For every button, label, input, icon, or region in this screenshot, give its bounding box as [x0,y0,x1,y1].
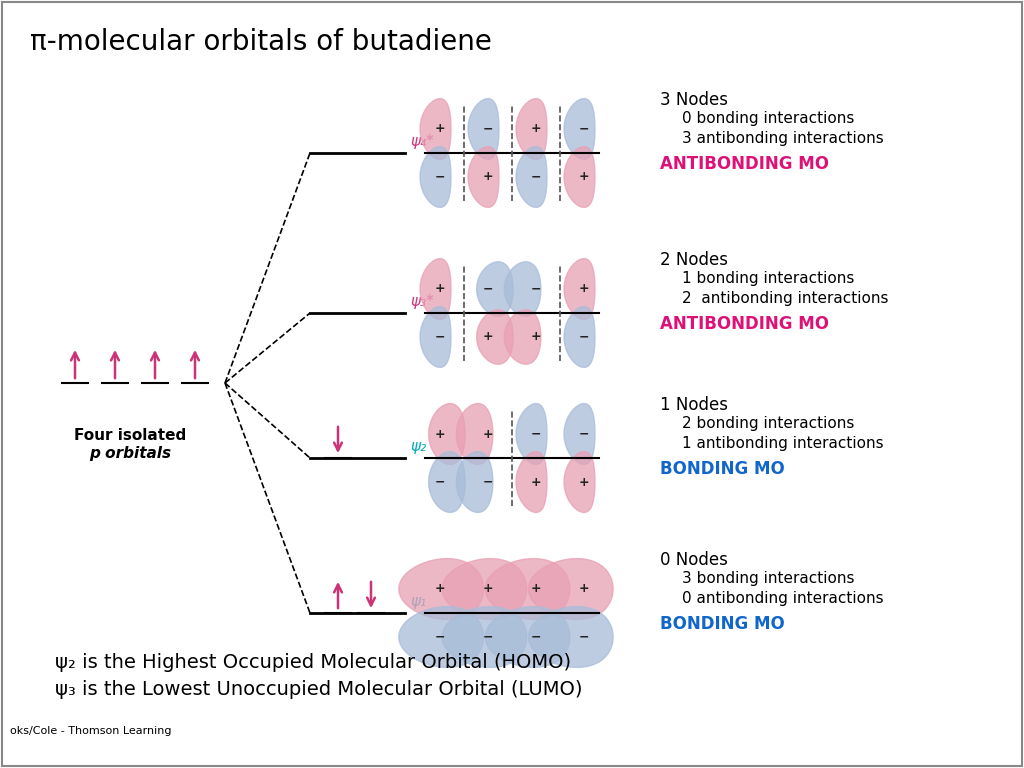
Text: +: + [434,123,445,135]
Text: +: + [482,428,494,441]
Text: 1 bonding interactions: 1 bonding interactions [682,271,854,286]
Text: −: − [435,475,445,488]
Text: −: − [435,330,445,343]
Polygon shape [477,262,513,316]
Text: 3 Nodes: 3 Nodes [660,91,728,109]
Polygon shape [564,98,595,160]
Polygon shape [442,558,526,620]
Text: −: − [579,428,589,441]
Text: +: + [530,330,542,343]
Polygon shape [477,310,513,364]
Text: −: − [579,123,589,135]
Text: +: + [530,475,542,488]
Polygon shape [505,262,541,316]
Text: −: − [435,170,445,184]
Text: ANTIBONDING MO: ANTIBONDING MO [660,315,829,333]
Text: Four isolated: Four isolated [74,428,186,443]
Text: +: + [482,582,494,595]
Text: ANTIBONDING MO: ANTIBONDING MO [660,155,829,173]
Polygon shape [442,607,526,667]
Polygon shape [429,452,465,512]
Text: +: + [530,582,542,595]
Polygon shape [468,98,499,160]
Text: 1 antibonding interactions: 1 antibonding interactions [682,436,884,451]
Text: −: − [482,631,494,644]
Polygon shape [516,452,547,512]
Text: +: + [579,475,590,488]
Polygon shape [420,147,451,207]
Text: +: + [434,283,445,296]
Text: 2 Nodes: 2 Nodes [660,251,728,269]
Text: 3 antibonding interactions: 3 antibonding interactions [682,131,884,146]
Text: ψ₄*: ψ₄* [410,134,434,149]
Polygon shape [398,607,483,667]
Text: +: + [482,330,494,343]
Text: oks/Cole - Thomson Learning: oks/Cole - Thomson Learning [10,726,171,736]
Polygon shape [564,259,595,319]
Polygon shape [528,558,613,620]
Text: p orbitals: p orbitals [89,446,171,461]
Polygon shape [516,147,547,207]
Polygon shape [564,306,595,367]
Text: +: + [434,582,445,595]
Text: 0 Nodes: 0 Nodes [660,551,728,569]
Polygon shape [564,452,595,512]
Polygon shape [516,404,547,465]
Text: −: − [579,330,589,343]
Polygon shape [485,558,570,620]
Text: −: − [530,170,542,184]
Text: 1 Nodes: 1 Nodes [660,396,728,414]
Text: −: − [579,631,589,644]
Text: −: − [482,123,494,135]
Text: π-molecular orbitals of butadiene: π-molecular orbitals of butadiene [30,28,492,56]
Text: BONDING MO: BONDING MO [660,615,784,633]
Polygon shape [564,404,595,465]
Text: +: + [579,283,590,296]
Text: −: − [435,631,445,644]
Text: ψ₃ is the Lowest Unoccupied Molecular Orbital (LUMO): ψ₃ is the Lowest Unoccupied Molecular Or… [55,680,583,699]
Polygon shape [429,404,465,465]
Polygon shape [505,310,541,364]
Text: −: − [482,475,494,488]
Polygon shape [457,452,493,512]
Text: +: + [530,123,542,135]
Text: +: + [434,428,445,441]
Text: 0 bonding interactions: 0 bonding interactions [682,111,854,126]
Text: ψ₂: ψ₂ [410,439,426,454]
Polygon shape [528,607,613,667]
Text: −: − [530,631,542,644]
Text: 2  antibonding interactions: 2 antibonding interactions [682,291,889,306]
Text: ψ₂ is the Highest Occupied Molecular Orbital (HOMO): ψ₂ is the Highest Occupied Molecular Orb… [55,653,571,672]
Polygon shape [485,607,570,667]
Text: ψ₃*: ψ₃* [410,294,434,309]
Text: BONDING MO: BONDING MO [660,460,784,478]
Polygon shape [457,404,493,465]
Polygon shape [468,147,499,207]
Polygon shape [420,306,451,367]
Text: −: − [530,283,542,296]
Text: 0 antibonding interactions: 0 antibonding interactions [682,591,884,606]
Polygon shape [398,558,483,620]
Polygon shape [564,147,595,207]
Text: −: − [530,428,542,441]
Text: +: + [579,170,590,184]
Text: −: − [482,283,494,296]
Text: 2 bonding interactions: 2 bonding interactions [682,416,854,431]
Polygon shape [516,98,547,160]
Polygon shape [420,98,451,160]
Text: 3 bonding interactions: 3 bonding interactions [682,571,854,586]
Polygon shape [420,259,451,319]
Text: +: + [579,582,590,595]
Text: ψ₁: ψ₁ [410,594,426,609]
Text: +: + [482,170,494,184]
